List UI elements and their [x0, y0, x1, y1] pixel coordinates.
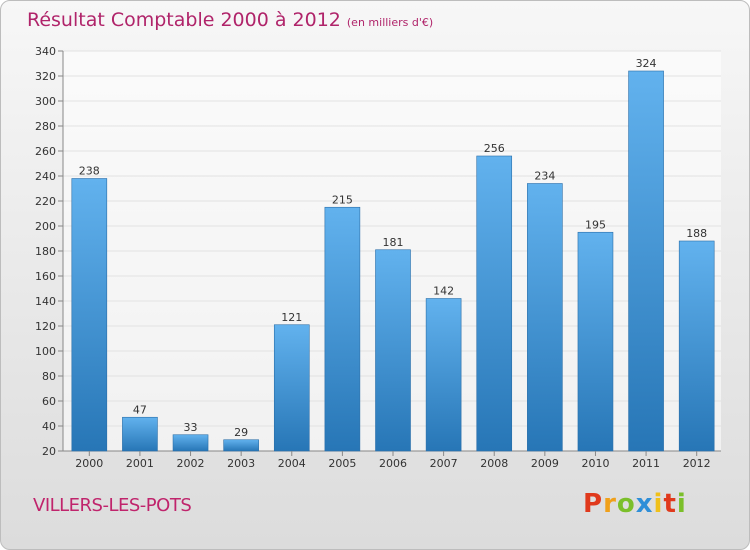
- x-tick-label: 2001: [126, 457, 154, 470]
- y-tick-label: 340: [35, 45, 56, 58]
- logo-letter: o: [616, 489, 636, 519]
- y-tick-label: 160: [35, 270, 56, 283]
- y-tick-label: 240: [35, 170, 56, 183]
- chart-title: Résultat Comptable 2000 à 2012 (en millie…: [27, 9, 433, 31]
- chart-title-unit: (en milliers d'€): [346, 16, 434, 29]
- x-tick-label: 2003: [227, 457, 255, 470]
- bar-value-label: 47: [133, 403, 147, 416]
- bar: [628, 70, 664, 452]
- bar-value-label: 29: [234, 426, 248, 439]
- bar-value-label: 188: [686, 227, 707, 240]
- bar-value-label: 142: [433, 285, 454, 298]
- x-tick-label: 2002: [177, 457, 205, 470]
- logo-letter: P: [583, 489, 604, 519]
- y-tick-label: 220: [35, 195, 56, 208]
- x-tick-label: 2008: [480, 457, 508, 470]
- bar: [577, 231, 614, 452]
- x-tick-label: 2010: [581, 457, 609, 470]
- x-tick-label: 2012: [683, 457, 711, 470]
- bar-value-label: 33: [184, 421, 198, 434]
- y-tick-label: 60: [42, 395, 56, 408]
- location-label: VILLERS-LES-POTS: [33, 495, 192, 516]
- bar: [273, 324, 310, 452]
- bar-value-label: 121: [281, 311, 302, 324]
- x-tick-label: 2000: [75, 457, 103, 470]
- proxiti-logo: Proxiti: [583, 489, 687, 519]
- bar: [71, 178, 108, 452]
- x-tick-label: 2005: [328, 457, 356, 470]
- y-tick-label: 320: [35, 70, 56, 83]
- y-tick-label: 180: [35, 245, 56, 258]
- y-tick-label: 80: [42, 370, 56, 383]
- x-tick-label: 2004: [278, 457, 306, 470]
- bar: [324, 206, 361, 452]
- x-tick-label: 2011: [632, 457, 660, 470]
- bar-value-label: 181: [383, 236, 404, 249]
- x-tick-label: 2007: [430, 457, 458, 470]
- y-tick-label: 140: [35, 295, 56, 308]
- bar: [527, 183, 563, 452]
- bar-value-label: 238: [79, 165, 100, 178]
- y-tick-label: 300: [35, 95, 56, 108]
- x-tick-label: 2006: [379, 457, 407, 470]
- bar: [375, 249, 411, 452]
- y-tick-label: 120: [35, 320, 56, 333]
- logo-letter: r: [603, 489, 617, 519]
- logo-letter: i: [653, 489, 664, 519]
- bar-value-label: 215: [332, 193, 353, 206]
- y-tick-label: 40: [42, 420, 56, 433]
- bar: [425, 298, 462, 452]
- bar: [172, 434, 209, 452]
- bar: [678, 240, 715, 452]
- x-tick-label: 2009: [531, 457, 559, 470]
- bar-value-label: 324: [636, 57, 657, 70]
- y-tick-label: 280: [35, 120, 56, 133]
- y-tick-label: 200: [35, 220, 56, 233]
- bar: [223, 439, 259, 452]
- y-tick-label: 100: [35, 345, 56, 358]
- chart-title-main: Résultat Comptable 2000 à 2012: [27, 9, 341, 31]
- logo-letter: x: [635, 489, 654, 519]
- bar: [122, 416, 158, 452]
- y-tick-label: 260: [35, 145, 56, 158]
- logo-letter: i: [676, 489, 687, 519]
- bar: [476, 155, 513, 452]
- logo-letter: t: [663, 489, 677, 519]
- bar-value-label: 256: [484, 142, 505, 155]
- bar-value-label: 234: [534, 170, 555, 183]
- bar-value-label: 195: [585, 218, 606, 231]
- y-tick-label: 20: [42, 445, 56, 458]
